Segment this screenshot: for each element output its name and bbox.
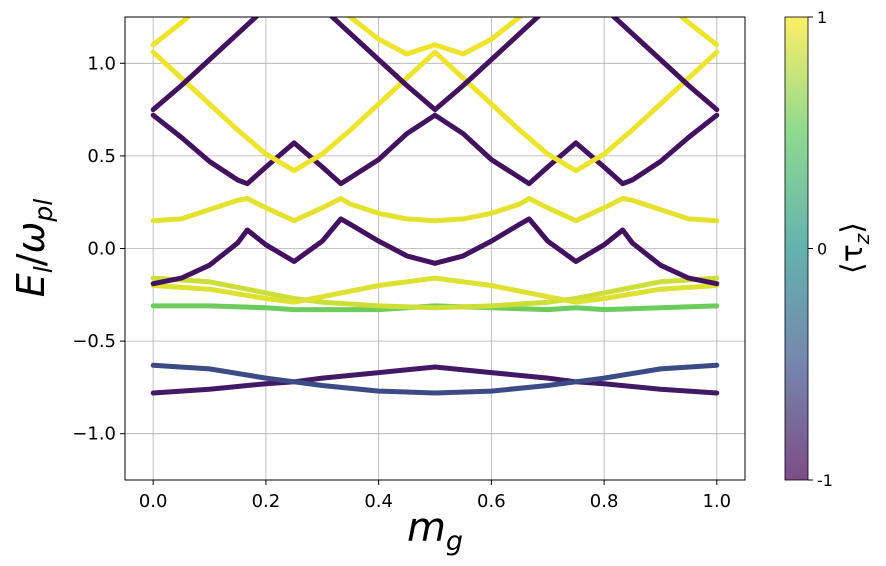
- x-axis-label-sub: g: [446, 526, 463, 557]
- band-line-band-6: [150, 216, 720, 287]
- bands: [150, 17, 720, 396]
- x-tick-label: 0.4: [364, 491, 393, 512]
- band-line-band-10: [150, 17, 720, 113]
- x-axis-label-main: m: [407, 505, 446, 551]
- band-line-band-1: [150, 364, 720, 396]
- y-axis-label-group: El/ωpl: [9, 199, 58, 297]
- x-axis-ticks: 0.0 0.2 0.4 0.6 0.8 1.0: [139, 480, 731, 512]
- colorbar-ticks: 1 0 -1: [808, 8, 833, 490]
- colorbar-label: ⟨τz⟩: [835, 222, 874, 274]
- x-tick-label: 0.8: [590, 491, 619, 512]
- y-tick-label: 0.0: [87, 239, 116, 260]
- y-axis-ticks: −1.0 −0.5 0.0 0.5 1.0: [72, 53, 125, 445]
- colorbar-label-sub: z: [850, 233, 874, 245]
- colorbar-tick-label: 0: [817, 240, 827, 259]
- grid: [125, 17, 745, 480]
- band-line-band-4: [150, 275, 720, 311]
- y-tick-label: −1.0: [72, 424, 116, 445]
- x-tick-label: 1.0: [702, 491, 731, 512]
- band-line-band-11: [150, 17, 720, 57]
- y-tick-label: −0.5: [72, 331, 116, 352]
- y-tick-label: 0.5: [87, 146, 116, 167]
- y-axis-label-omega: ω: [9, 222, 53, 254]
- x-axis-label: mg: [407, 505, 463, 557]
- colorbar: [784, 16, 809, 481]
- y-axis-label-sep: /: [9, 253, 53, 266]
- y-axis-label: El/ωpl: [9, 199, 58, 297]
- y-tick-label: 1.0: [87, 53, 116, 74]
- colorbar-label-main: ⟨τ: [835, 244, 870, 274]
- y-axis-label-sub-pl: pl: [29, 199, 58, 223]
- x-tick-label: 0.2: [252, 491, 281, 512]
- band-line-band-9: [150, 49, 720, 174]
- band-line-band-5: [150, 275, 720, 305]
- x-tick-label: 0.6: [477, 491, 506, 512]
- band-line-band-7: [150, 196, 720, 224]
- colorbar-label-group: ⟨τz⟩: [835, 222, 874, 274]
- y-axis-label-e: E: [9, 273, 53, 297]
- y-axis-label-sub-l: l: [29, 266, 58, 273]
- colorbar-label-close: ⟩: [835, 222, 870, 234]
- band-line-band-2: [150, 362, 720, 396]
- x-tick-label: 0.0: [139, 491, 168, 512]
- colorbar-tick-label: 1: [817, 8, 827, 27]
- colorbar-tick-label: -1: [817, 471, 833, 490]
- band-line-band-8: [150, 112, 720, 187]
